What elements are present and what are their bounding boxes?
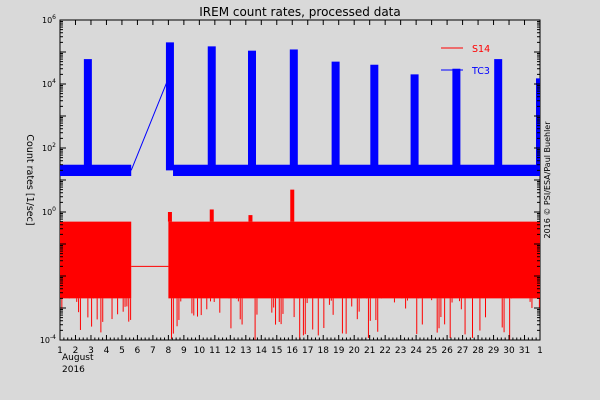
x-tick-label: 3 <box>88 346 94 356</box>
x-tick-label: 16 <box>287 346 299 356</box>
series-tc3-peak <box>536 78 540 171</box>
x-tick-label: 26 <box>441 346 453 356</box>
series-tc3-peak <box>289 49 298 171</box>
x-axis-year-label: 2016 <box>62 365 85 375</box>
series-s14 <box>60 189 541 340</box>
x-tick-label: 24 <box>410 346 422 356</box>
x-tick-label: 15 <box>271 346 282 356</box>
series-tc3-baseline <box>60 164 132 177</box>
series-tc3-peak <box>410 74 419 171</box>
x-tick-label: 18 <box>317 346 329 356</box>
series-tc3-peak <box>165 42 174 171</box>
series-tc3-peak <box>494 59 503 171</box>
y-tick-label: 104 <box>42 78 56 89</box>
series-tc3-ramp <box>130 78 169 171</box>
series-s14-band <box>60 221 132 299</box>
series-s14-band <box>168 221 541 299</box>
series-tc3-peak <box>370 64 379 171</box>
x-tick-label: 30 <box>503 346 515 356</box>
y-tick-label: 10-4 <box>40 334 56 345</box>
series-s14-spike <box>209 209 214 222</box>
x-tick-label: 10 <box>194 346 206 356</box>
x-tick-label: 11 <box>209 346 220 356</box>
x-tick-label: 25 <box>426 346 437 356</box>
series-s14-spike <box>248 215 253 222</box>
x-tick-label: 27 <box>457 346 468 356</box>
series-tc3 <box>60 42 540 177</box>
chart-title: IREM count rates, processed data <box>199 5 401 19</box>
series-tc3-peak <box>207 46 216 171</box>
x-tick-label: 23 <box>395 346 406 356</box>
series-layer <box>60 42 541 340</box>
x-tick-label: 7 <box>150 346 156 356</box>
x-tick-label: 28 <box>472 346 484 356</box>
x-tick-label: 20 <box>348 346 360 356</box>
legend-label-s14: S14 <box>472 44 490 55</box>
series-tc3-peak <box>83 59 92 171</box>
x-tick-label: 13 <box>240 346 251 356</box>
x-tick-label: 31 <box>519 346 530 356</box>
x-tick-label: 2 <box>73 346 79 356</box>
x-tick-label: 1 <box>537 346 543 356</box>
x-tick-label: 6 <box>135 346 141 356</box>
series-s14-spike <box>290 189 295 222</box>
y-axis-label: Count rates [1/sec] <box>24 134 35 225</box>
y-axis: 10-4 100 102 104 106 <box>40 14 540 345</box>
x-tick-label: 8 <box>166 346 172 356</box>
x-tick-label: 21 <box>364 346 375 356</box>
x-axis-month-label: August <box>62 353 94 363</box>
x-tick-label: 5 <box>119 346 125 356</box>
x-tick-label: 1 <box>57 346 63 356</box>
x-tick-label: 29 <box>488 346 500 356</box>
credit-text: 2016 © PSI/ESA/Paul Buehler <box>543 121 552 239</box>
series-s14-spike <box>167 212 172 222</box>
x-tick-label: 17 <box>302 346 313 356</box>
series-tc3-peak <box>452 68 461 171</box>
x-tick-label: 12 <box>225 346 236 356</box>
x-tick-label: 14 <box>256 346 268 356</box>
series-tc3-peak <box>331 61 340 171</box>
x-tick-label: 4 <box>104 346 110 356</box>
y-tick-label: 106 <box>42 14 56 25</box>
legend: S14 TC3 <box>441 44 490 77</box>
series-tc3-baseline <box>173 164 540 177</box>
x-tick-label: 22 <box>379 346 390 356</box>
series-tc3-peak <box>248 50 256 171</box>
legend-label-tc3: TC3 <box>471 66 490 77</box>
x-tick-label: 19 <box>333 346 345 356</box>
y-tick-label: 100 <box>42 206 56 217</box>
y-tick-label: 102 <box>42 142 56 153</box>
x-axis: 1 2 3 4 5 6 7 8 9 10 11 12 13 14 15 16 17 18 19 20 21 22 23 24 2… <box>57 20 543 356</box>
x-tick-label: 9 <box>181 346 187 356</box>
